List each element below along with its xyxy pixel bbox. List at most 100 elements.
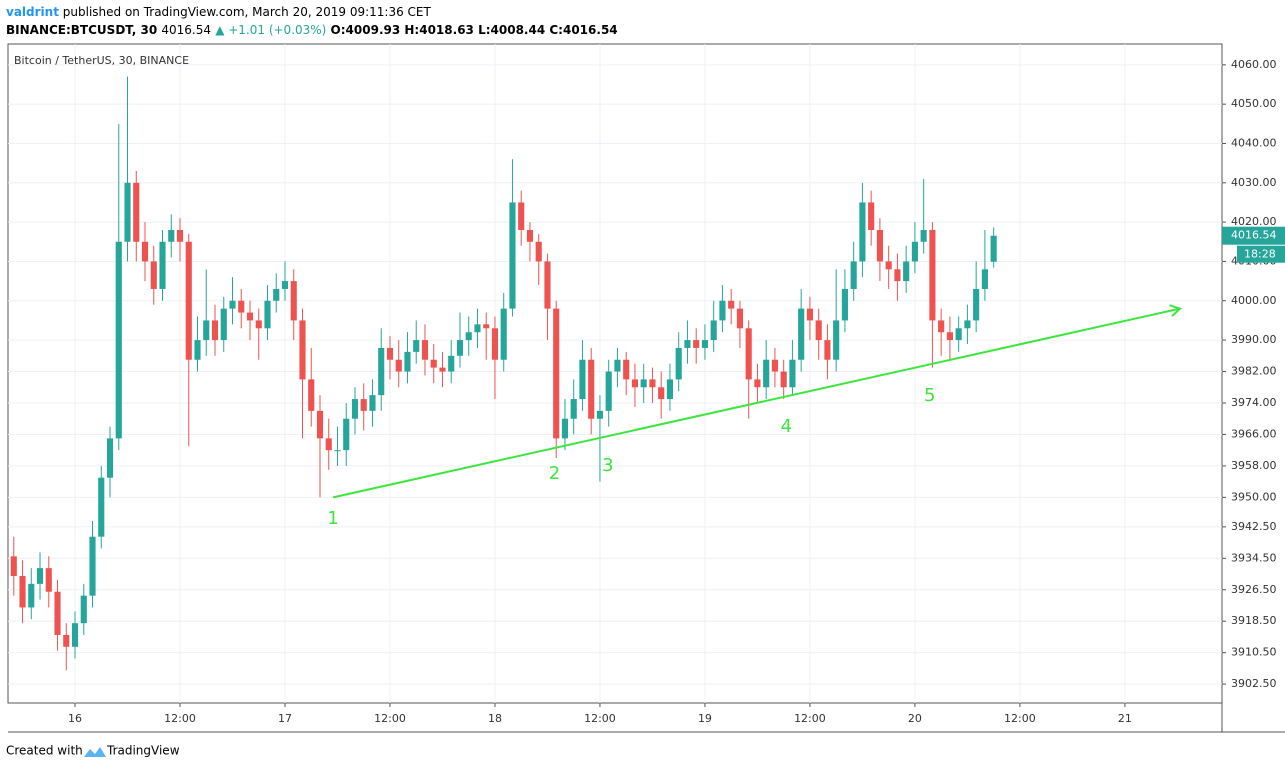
candle-body [124, 182, 131, 242]
candle-body [701, 340, 709, 348]
candle-body [841, 288, 848, 321]
candle-body [868, 202, 875, 230]
candle-body [80, 595, 87, 624]
candle-body [316, 410, 324, 439]
candle-body [150, 261, 157, 289]
candle-body [526, 229, 534, 242]
candle-body [833, 320, 840, 360]
candle-body [404, 351, 411, 372]
candle-body [159, 241, 166, 289]
open: O:4009.93 [331, 23, 401, 37]
candle-body [579, 359, 586, 400]
y-tick-label: 4060.00 [1231, 58, 1277, 71]
countdown-label: 18:28 [1244, 248, 1276, 261]
candle-body [518, 202, 525, 230]
candle-body [596, 410, 604, 419]
header-line: valdrint published on TradingView.com, M… [6, 5, 431, 19]
candle-body [351, 399, 359, 419]
trendline [332, 307, 1181, 499]
candle-body [273, 288, 280, 301]
annotation: 3 [602, 455, 613, 476]
candle-body [448, 355, 455, 372]
candle-body [850, 261, 857, 289]
annotation: 2 [549, 463, 560, 484]
candle-body [649, 379, 656, 388]
candle-body [98, 477, 105, 537]
candle-body [815, 320, 822, 341]
candle-body [395, 359, 402, 372]
y-tick-label: 4050.00 [1231, 97, 1277, 110]
candle-body [955, 328, 962, 341]
chart-title: Bitcoin / TetherUS, 30, BINANCE [14, 54, 189, 67]
candle-body [666, 379, 674, 400]
annotation: 5 [924, 385, 935, 406]
candle-body [946, 332, 953, 341]
y-tick-label: 3950.00 [1231, 490, 1277, 503]
plot-frame [7, 43, 1223, 704]
y-tick-label: 4040.00 [1231, 136, 1277, 149]
candle-body [360, 399, 367, 411]
x-tick-label: 12:00 [794, 712, 826, 725]
candle-body [763, 359, 770, 388]
candle-body [570, 399, 577, 419]
candle-body [334, 450, 341, 452]
candle-body [106, 438, 114, 478]
candle-body [255, 320, 262, 329]
symbol: BINANCE:BTCUSDT, 30 [6, 23, 157, 37]
candle-body [264, 300, 271, 329]
candle-body [938, 320, 945, 333]
candle-body [456, 340, 464, 356]
candle-body [771, 359, 778, 372]
candle-body [614, 359, 621, 372]
candle-body [439, 367, 446, 372]
candle-body [859, 202, 866, 262]
candle-body [684, 340, 691, 348]
candle-body [246, 312, 254, 321]
candle-body [561, 418, 569, 439]
candle-body [491, 328, 499, 360]
candle-body [211, 320, 219, 341]
candle-body [798, 308, 805, 360]
candle-body [990, 235, 997, 262]
candle-body [36, 568, 44, 584]
candle-body [658, 387, 665, 400]
candle-body [229, 300, 236, 309]
low: L:4008.44 [478, 23, 545, 37]
candle-body [483, 324, 490, 329]
candle-body [973, 288, 980, 321]
y-tick-label: 3958.00 [1231, 459, 1277, 472]
candle-body [544, 261, 551, 309]
x-tick-label: 21 [1118, 712, 1132, 725]
candle-body [780, 371, 787, 388]
published: published on TradingView.com, March 20, … [63, 5, 432, 19]
candle-body [168, 229, 175, 242]
candle-body [133, 182, 140, 242]
y-tick-label: 3918.50 [1231, 614, 1277, 627]
candle-body [640, 379, 647, 388]
candle-body [745, 328, 752, 380]
last-price-label: 4016.54 [1231, 229, 1277, 242]
x-tick-label: 19 [698, 712, 712, 725]
candle-body [728, 300, 735, 309]
high: H:4018.63 [404, 23, 474, 37]
candle-body [885, 261, 892, 270]
annotation: 4 [781, 416, 792, 437]
x-tick-label: 12:00 [1004, 712, 1036, 725]
candle-body [54, 591, 61, 635]
change: ▲ +1.01 (+0.03%) [215, 23, 326, 37]
candle-body [789, 359, 796, 388]
annotation: 1 [327, 508, 338, 529]
candle-body [911, 241, 918, 262]
candle-body [631, 379, 639, 388]
candle-body [894, 269, 901, 282]
plot: 1 2 3 4 5 [8, 44, 1222, 703]
x-tick-label: 12:00 [374, 712, 406, 725]
candle-body [89, 536, 96, 596]
candle-body [876, 229, 883, 262]
x-tick-label: 20 [908, 712, 922, 725]
candle-body [710, 320, 717, 341]
candle-body [920, 229, 927, 242]
candle-body [693, 340, 700, 348]
candle-body [71, 623, 79, 647]
